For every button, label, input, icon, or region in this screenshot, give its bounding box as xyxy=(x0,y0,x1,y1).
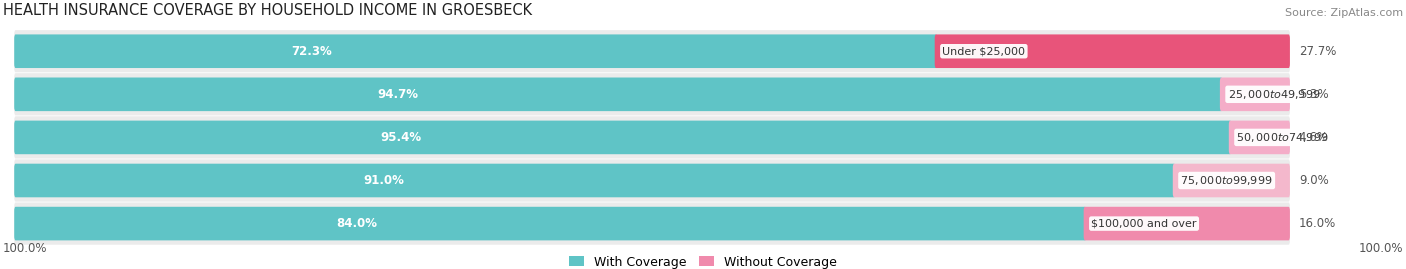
FancyBboxPatch shape xyxy=(14,203,1289,245)
FancyBboxPatch shape xyxy=(935,34,1289,68)
FancyBboxPatch shape xyxy=(1220,77,1289,111)
FancyBboxPatch shape xyxy=(14,121,1232,154)
FancyBboxPatch shape xyxy=(14,159,1289,201)
Text: 95.4%: 95.4% xyxy=(380,131,420,144)
FancyBboxPatch shape xyxy=(14,207,1087,240)
Text: 4.6%: 4.6% xyxy=(1299,131,1329,144)
Text: $75,000 to $99,999: $75,000 to $99,999 xyxy=(1181,174,1272,187)
FancyBboxPatch shape xyxy=(14,164,1175,197)
Text: 84.0%: 84.0% xyxy=(336,217,377,230)
Text: 72.3%: 72.3% xyxy=(291,45,332,58)
Legend: With Coverage, Without Coverage: With Coverage, Without Coverage xyxy=(569,256,837,269)
FancyBboxPatch shape xyxy=(14,34,938,68)
Text: Source: ZipAtlas.com: Source: ZipAtlas.com xyxy=(1285,8,1403,17)
FancyBboxPatch shape xyxy=(1173,164,1289,197)
Text: 9.0%: 9.0% xyxy=(1299,174,1329,187)
FancyBboxPatch shape xyxy=(14,73,1289,115)
Text: 5.3%: 5.3% xyxy=(1299,88,1329,101)
Text: $100,000 and over: $100,000 and over xyxy=(1091,219,1197,229)
Text: 91.0%: 91.0% xyxy=(363,174,404,187)
Text: $25,000 to $49,999: $25,000 to $49,999 xyxy=(1227,88,1320,101)
FancyBboxPatch shape xyxy=(14,116,1289,158)
Text: HEALTH INSURANCE COVERAGE BY HOUSEHOLD INCOME IN GROESBECK: HEALTH INSURANCE COVERAGE BY HOUSEHOLD I… xyxy=(3,3,531,17)
FancyBboxPatch shape xyxy=(14,30,1289,72)
FancyBboxPatch shape xyxy=(1229,121,1289,154)
FancyBboxPatch shape xyxy=(14,77,1222,111)
Text: 94.7%: 94.7% xyxy=(377,88,418,101)
Text: 100.0%: 100.0% xyxy=(1358,242,1403,255)
FancyBboxPatch shape xyxy=(1084,207,1289,240)
Text: 100.0%: 100.0% xyxy=(3,242,48,255)
Text: 27.7%: 27.7% xyxy=(1299,45,1336,58)
Text: $50,000 to $74,999: $50,000 to $74,999 xyxy=(1236,131,1329,144)
Text: Under $25,000: Under $25,000 xyxy=(942,46,1025,56)
Text: 16.0%: 16.0% xyxy=(1299,217,1336,230)
